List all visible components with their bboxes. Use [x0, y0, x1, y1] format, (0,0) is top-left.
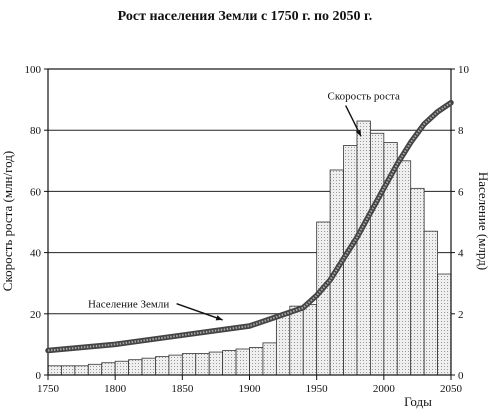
x-tick-label: 1850: [171, 383, 194, 395]
bar: [87, 363, 103, 376]
annotation-label: Скорость роста: [328, 91, 400, 103]
bar: [302, 304, 318, 376]
annotation-arrowhead: [355, 129, 361, 137]
y-right-tick-label: 10: [458, 64, 470, 76]
bar: [114, 360, 129, 376]
bar: [181, 353, 197, 376]
annotation-arrow: [176, 303, 223, 321]
x-tick-label: 2050: [440, 383, 463, 395]
y-right-tick-label: 0: [458, 370, 464, 382]
y-left-tick-label: 20: [30, 309, 42, 321]
bar: [423, 230, 438, 376]
x-axis-label: Годы: [404, 394, 432, 409]
y-axis-right-label: Население (млрд): [476, 172, 490, 270]
y-left-tick-label: 0: [36, 370, 42, 382]
x-tick-label: 1750: [37, 383, 60, 395]
annotation-arrowhead: [215, 315, 223, 321]
bar: [141, 357, 156, 376]
bar: [316, 221, 331, 376]
bar: [128, 359, 143, 376]
y-right-tick-label: 4: [458, 248, 464, 260]
bar: [410, 187, 425, 376]
series-line-population-texture: [47, 101, 452, 352]
x-tick-label: 1950: [306, 383, 329, 395]
bar: [74, 365, 89, 376]
bar: [249, 347, 264, 376]
bar: [235, 348, 250, 376]
bar: [155, 356, 170, 376]
y-right-tick-label: 2: [458, 309, 464, 321]
y-left-tick-label: 60: [30, 186, 42, 198]
y-left-tick-label: 40: [30, 248, 42, 260]
bar: [61, 365, 76, 376]
bar: [222, 350, 237, 376]
annotation-label: Население Земли: [88, 299, 169, 311]
chart-title: Рост населения Земли с 1750 г. по 2050 г…: [117, 9, 373, 24]
y-axis-left-label: Скорость роста (млн/год): [0, 151, 15, 291]
bar: [47, 365, 62, 376]
x-tick-label: 1900: [239, 383, 262, 395]
y-left-tick-label: 100: [25, 64, 42, 76]
bar: [369, 132, 385, 376]
bar: [168, 354, 183, 376]
bar: [289, 305, 304, 376]
bar: [195, 353, 210, 376]
bar: [262, 342, 277, 376]
y-left-tick-label: 80: [30, 125, 42, 137]
y-right-tick-label: 6: [458, 186, 464, 198]
bar: [396, 160, 412, 376]
bar: [275, 313, 291, 376]
bar: [208, 351, 224, 376]
x-tick-label: 1800: [104, 383, 127, 395]
x-tick-label: 2000: [373, 383, 396, 395]
bar: [101, 362, 116, 376]
bar: [437, 273, 452, 376]
y-right-tick-label: 8: [458, 125, 464, 137]
bar: [356, 120, 371, 376]
